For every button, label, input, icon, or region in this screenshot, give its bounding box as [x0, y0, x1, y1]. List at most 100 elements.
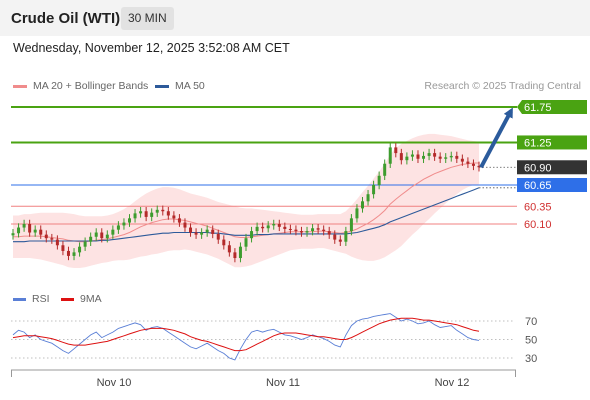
legend-ma20-label: MA 20 + Bollinger Bands — [33, 80, 149, 92]
candle-body — [194, 232, 198, 235]
candle-body — [216, 233, 220, 240]
candle-body — [28, 224, 32, 233]
instrument-title: Crude Oil (WTI) — [11, 10, 121, 27]
legend-rsi-swatch — [13, 297, 26, 301]
candle-body — [22, 224, 26, 228]
candle-body — [116, 225, 120, 230]
candle-body — [283, 226, 287, 229]
level-tag-60-90-bg — [517, 160, 587, 175]
candle-body — [66, 250, 70, 256]
candle-body — [410, 154, 414, 157]
rsi-tick-70: 70 — [525, 316, 537, 328]
level-tag-61-75-label: 61.75 — [524, 102, 552, 114]
candle-body — [449, 155, 453, 158]
legend-rsi-label: RSI — [32, 293, 50, 305]
candle-body — [427, 153, 431, 156]
candle-body — [261, 226, 265, 229]
candle-body — [94, 232, 98, 237]
legend-ma20: MA 20 + Bollinger Bands — [13, 80, 148, 92]
level-tag-60-35: 60.35 — [524, 201, 552, 213]
rsi-ma-line — [12, 317, 480, 352]
candle-body — [288, 228, 292, 230]
candle-body — [466, 161, 470, 164]
candle-body — [455, 155, 459, 159]
candle-body — [422, 155, 426, 159]
candle-body — [299, 231, 303, 233]
candle-body — [355, 208, 359, 219]
candle-body — [183, 222, 187, 228]
candle-body — [383, 163, 387, 176]
candle-body — [250, 231, 254, 239]
legend-ma20-swatch — [13, 84, 27, 88]
level-tag-60-65: 60.65 — [517, 178, 587, 192]
candle-body — [338, 239, 342, 242]
candle-body — [460, 158, 464, 162]
candle-body — [361, 201, 364, 209]
candle-body — [244, 238, 248, 247]
level-tag-61-25-bg — [517, 135, 587, 150]
candle-body — [17, 227, 21, 234]
date-line: Wednesday, November 12, 2025 3:52:08 AM … — [13, 41, 290, 55]
candle-body — [344, 231, 348, 242]
candle-body — [433, 153, 437, 157]
level-tag-60-10: 60.10 — [524, 219, 552, 231]
candle-body — [316, 228, 320, 230]
candle-body — [322, 229, 326, 232]
candle-body — [61, 245, 65, 251]
level-tag-61-25-label: 61.25 — [524, 137, 552, 149]
candle-body — [122, 222, 126, 226]
candle-body — [50, 238, 54, 240]
candle-body — [233, 252, 237, 259]
rsi-line — [12, 313, 480, 361]
candle-body — [39, 229, 43, 235]
candle-body — [416, 154, 420, 159]
rsi-tick-30: 30 — [525, 353, 537, 365]
candle-body — [155, 209, 159, 213]
level-tag-60-65-label: 60.65 — [524, 180, 552, 192]
candle-body — [161, 209, 165, 212]
candle-body — [305, 231, 309, 233]
candle-body — [471, 163, 475, 166]
candle-body — [255, 226, 259, 232]
level-tag-60-90-label: 60.90 — [524, 162, 552, 174]
candle-body — [294, 229, 298, 232]
candle-body — [55, 239, 59, 246]
legend-ma50-label: MA 50 — [175, 80, 205, 92]
candle-body — [311, 228, 315, 232]
chart-header: Crude Oil (WTI) 30 MIN — [0, 0, 590, 36]
candle-body — [399, 153, 403, 161]
candle-body — [105, 234, 109, 239]
legend-ma50-swatch — [155, 84, 169, 88]
candle-body — [177, 218, 181, 223]
candle-body — [44, 234, 48, 239]
candle-body — [266, 225, 270, 229]
rsi-tick-50: 50 — [525, 335, 537, 347]
legend-rsi-ma-label: 9MA — [80, 293, 102, 305]
legend-rsi-ma: 9MA — [61, 293, 102, 305]
x-tick-label: Nov 10 — [97, 377, 132, 389]
candle-body — [33, 229, 37, 233]
x-tick-label: Nov 12 — [435, 377, 470, 389]
candle-body — [11, 233, 15, 236]
candle-body — [372, 185, 376, 195]
legend-rsi: RSI — [13, 293, 50, 305]
candle-body — [133, 213, 137, 219]
candle-body — [111, 229, 115, 235]
level-tag-60-90: 60.90 — [517, 160, 587, 175]
research-credit: Research © 2025 Trading Central — [424, 80, 581, 92]
candle-body — [83, 241, 87, 247]
candle-body — [150, 212, 154, 217]
timeframe-button[interactable]: 30 MIN — [121, 7, 174, 30]
candle-body — [128, 218, 131, 223]
level-tag-61-75: 61.75 — [517, 100, 587, 114]
candle-body — [78, 246, 82, 253]
candle-body — [377, 175, 381, 185]
candle-body — [211, 229, 215, 234]
level-tag-60-65-bg — [517, 178, 587, 192]
candle-body — [222, 239, 226, 246]
candle-body — [172, 215, 176, 219]
candle-body — [477, 165, 481, 168]
candle-body — [89, 236, 93, 242]
candle-body — [405, 156, 409, 161]
